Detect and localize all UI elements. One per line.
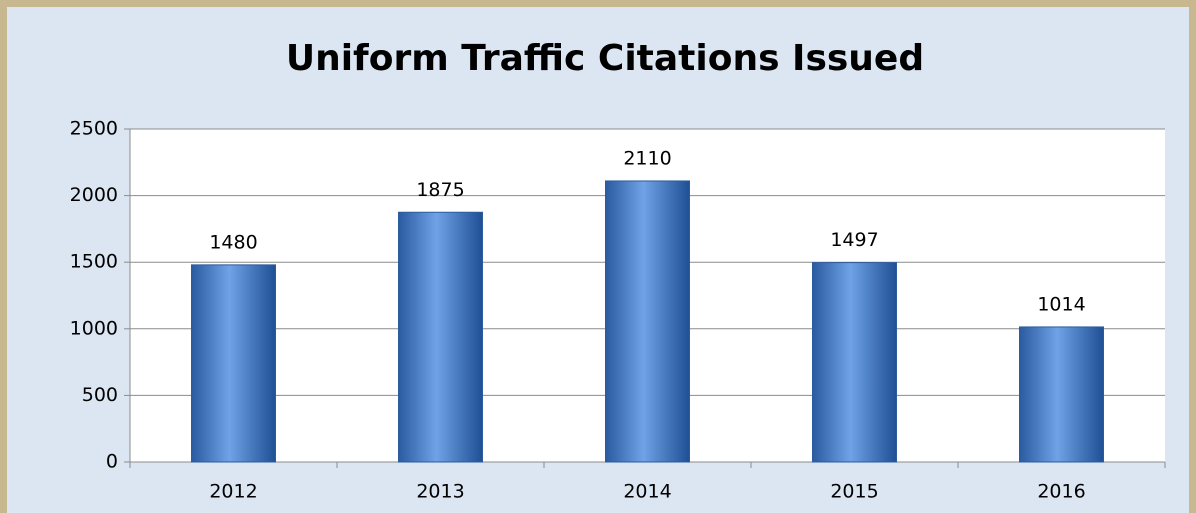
data-label: 1875 — [416, 179, 464, 201]
x-tick-label: 2015 — [830, 481, 878, 503]
y-tick-label: 500 — [82, 384, 118, 406]
bar — [191, 264, 276, 463]
y-tick-label: 1000 — [70, 317, 118, 339]
bar — [605, 180, 690, 463]
x-tick-label: 2013 — [416, 481, 464, 503]
data-label: 2110 — [623, 147, 671, 169]
y-tick-label: 2500 — [70, 118, 118, 140]
y-tick-label: 1500 — [70, 251, 118, 273]
data-label: 1014 — [1037, 293, 1085, 315]
bar — [398, 211, 483, 463]
bar — [812, 262, 897, 463]
chart-title: Uniform Traffic Citations Issued — [286, 38, 924, 79]
y-tick-label: 0 — [106, 451, 118, 473]
x-tick-label: 2014 — [623, 481, 671, 503]
bar — [1019, 326, 1104, 463]
x-tick-label: 2012 — [209, 481, 257, 503]
data-label: 1480 — [209, 231, 257, 253]
x-tick-label: 2016 — [1037, 481, 1085, 503]
data-label: 1497 — [830, 229, 878, 251]
y-tick-label: 2000 — [70, 184, 118, 206]
